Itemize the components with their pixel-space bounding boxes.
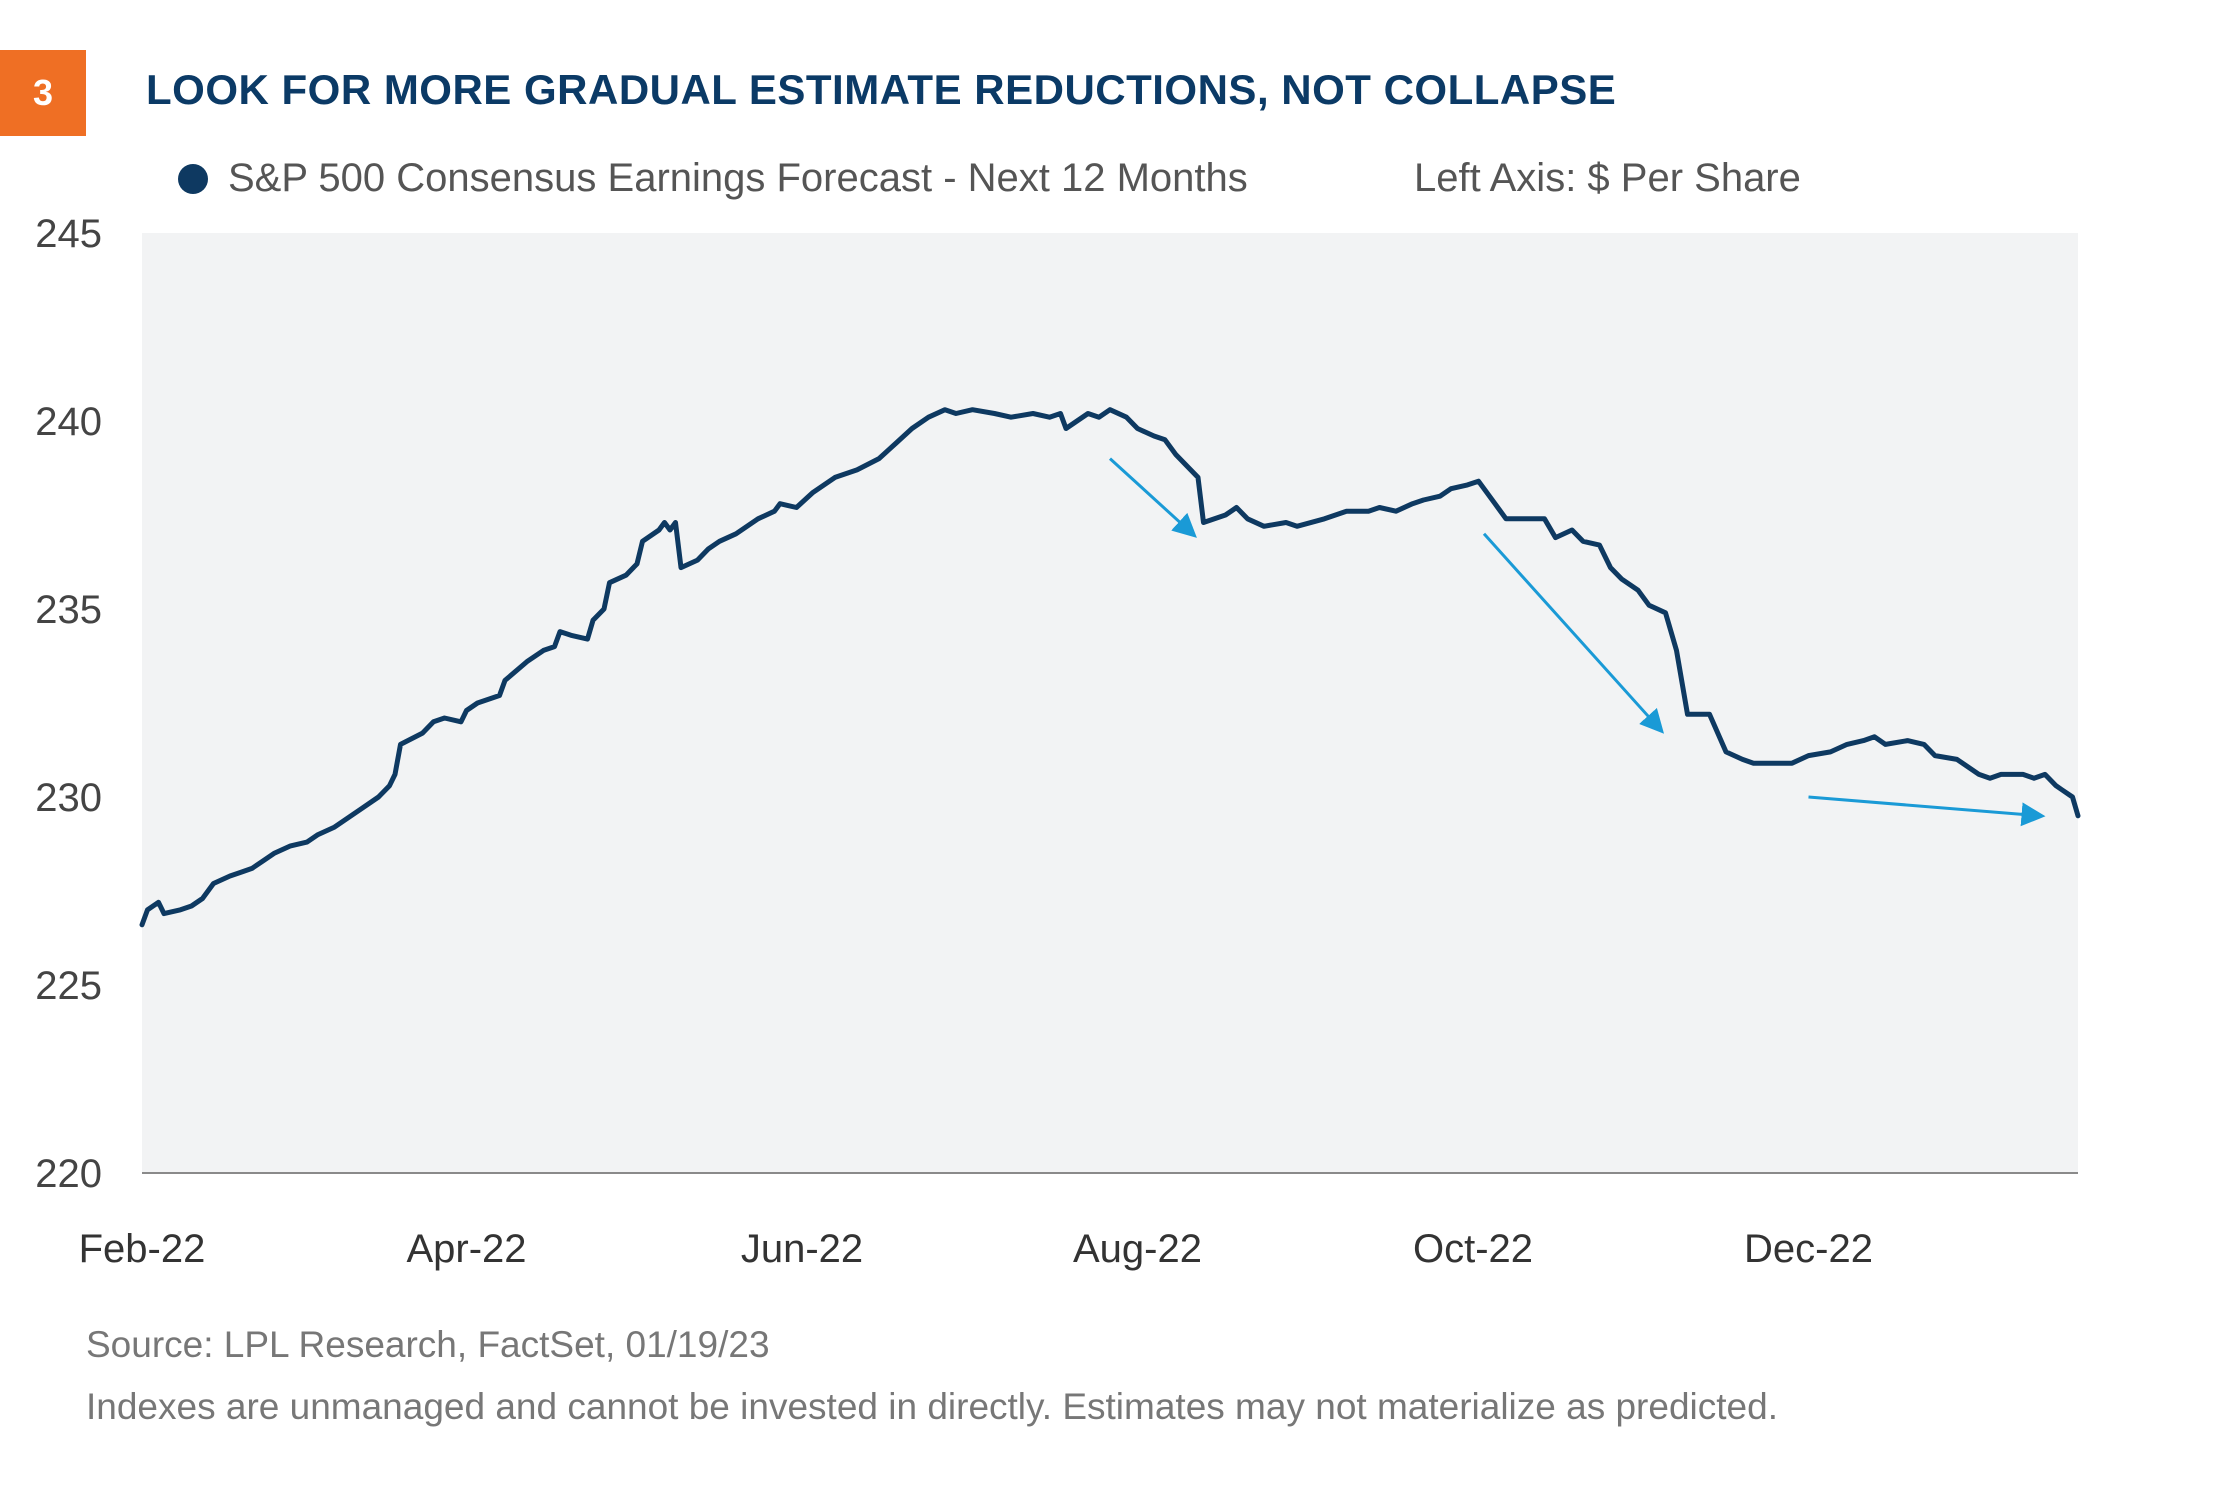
y-tick-label: 220: [35, 1152, 102, 1196]
legend: S&P 500 Consensus Earnings Forecast - Ne…: [178, 156, 1248, 201]
source-note: Source: LPL Research, FactSet, 01/19/23: [86, 1324, 770, 1365]
y-tick-label: 240: [35, 400, 102, 444]
x-tick-label: Oct-22: [1413, 1227, 1533, 1271]
x-tick-label: Jun-22: [741, 1227, 863, 1271]
y-tick-label: 230: [35, 776, 102, 820]
chart-title: LOOK FOR MORE GRADUAL ESTIMATE REDUCTION…: [146, 66, 1617, 113]
x-tick-label: Feb-22: [79, 1227, 206, 1271]
x-tick-label: Dec-22: [1744, 1227, 1873, 1271]
x-tick-label: Aug-22: [1073, 1227, 1202, 1271]
trend-arrow: [1808, 795, 2046, 827]
plot-area: [142, 233, 2078, 1173]
x-tick-label: Apr-22: [406, 1227, 526, 1271]
legend-marker-icon: [178, 163, 208, 194]
trend-arrow: [1108, 457, 1197, 538]
figure-number-badge: 3: [0, 50, 86, 136]
y-tick-label: 225: [35, 964, 102, 1008]
y-tick-label: 245: [35, 212, 102, 256]
y-tick-label: 235: [35, 588, 102, 632]
trend-arrow: [1482, 532, 1665, 734]
legend-label: S&P 500 Consensus Earnings Forecast - Ne…: [228, 156, 1248, 200]
axis-note: Left Axis: $ Per Share: [1414, 156, 1801, 200]
disclaimer: Indexes are unmanaged and cannot be inve…: [86, 1386, 1778, 1427]
series-line: [139, 407, 2081, 928]
